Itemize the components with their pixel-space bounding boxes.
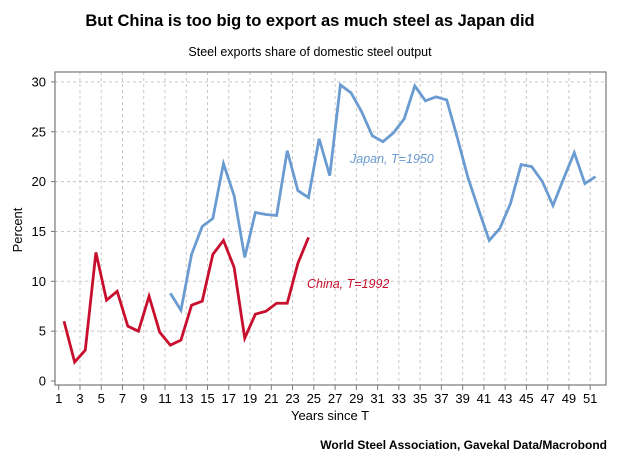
x-tick-label: 23 bbox=[285, 391, 299, 406]
x-tick-label: 31 bbox=[370, 391, 384, 406]
x-tick-label: 35 bbox=[413, 391, 427, 406]
source-note: World Steel Association, Gavekal Data/Ma… bbox=[320, 438, 607, 452]
plot-frame bbox=[54, 71, 607, 386]
series-label-china: China, T=1992 bbox=[307, 277, 389, 291]
x-tick-label: 25 bbox=[307, 391, 321, 406]
y-tick-label: 25 bbox=[32, 124, 46, 139]
y-axis-label: Percent bbox=[10, 207, 25, 252]
x-tick-label: 39 bbox=[455, 391, 469, 406]
x-tick-label: 19 bbox=[243, 391, 257, 406]
x-axis-label: Years since T bbox=[291, 408, 369, 423]
x-tick-label: 41 bbox=[477, 391, 491, 406]
x-tick-label: 13 bbox=[179, 391, 193, 406]
chart-subtitle: Steel exports share of domestic steel ou… bbox=[188, 45, 432, 59]
x-tick-label: 21 bbox=[264, 391, 278, 406]
y-tick-label: 10 bbox=[32, 274, 46, 289]
x-tick-label: 29 bbox=[349, 391, 363, 406]
chart-title: But China is too big to export as much s… bbox=[85, 12, 534, 30]
series-line-china bbox=[62, 236, 310, 365]
x-tick-label: 15 bbox=[200, 391, 214, 406]
series-label-japan: Japan, T=1950 bbox=[349, 152, 434, 166]
y-tick-label: 20 bbox=[32, 174, 46, 189]
x-tick-label: 49 bbox=[562, 391, 576, 406]
x-tick-label: 7 bbox=[119, 391, 126, 406]
y-tick-label: 5 bbox=[39, 324, 46, 339]
x-tick-label: 37 bbox=[434, 391, 448, 406]
x-tick-label: 33 bbox=[392, 391, 406, 406]
x-tick-label: 27 bbox=[328, 391, 342, 406]
y-tick-label: 15 bbox=[32, 224, 46, 239]
x-tick-label: 43 bbox=[498, 391, 512, 406]
x-tick-label: 9 bbox=[140, 391, 147, 406]
x-tick-label: 1 bbox=[55, 391, 62, 406]
x-tick-label: 17 bbox=[222, 391, 236, 406]
y-tick-label: 0 bbox=[39, 374, 46, 389]
x-tick-label: 45 bbox=[519, 391, 533, 406]
y-tick-label: 30 bbox=[32, 74, 46, 89]
x-tick-label: 51 bbox=[583, 391, 597, 406]
x-tick-label: 3 bbox=[76, 391, 83, 406]
x-tick-label: 47 bbox=[540, 391, 554, 406]
x-tick-label: 5 bbox=[98, 391, 105, 406]
x-tick-label: 11 bbox=[158, 391, 172, 406]
